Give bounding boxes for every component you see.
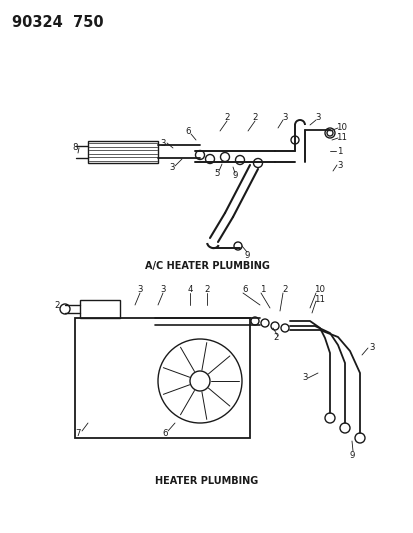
Text: 2: 2 [224, 114, 229, 123]
Text: 3: 3 [314, 112, 320, 122]
Text: 5: 5 [214, 168, 219, 177]
Text: 9: 9 [232, 172, 237, 181]
Text: 6: 6 [242, 286, 247, 295]
Text: 7: 7 [75, 429, 81, 438]
Circle shape [290, 136, 298, 144]
Text: 1: 1 [260, 286, 265, 295]
Circle shape [324, 128, 334, 138]
Circle shape [220, 152, 229, 161]
Text: 3: 3 [337, 160, 342, 169]
Text: 2: 2 [252, 114, 257, 123]
Circle shape [280, 324, 288, 332]
Text: 6: 6 [185, 126, 190, 135]
Text: 3: 3 [368, 343, 374, 352]
Text: 11: 11 [314, 295, 325, 304]
Circle shape [250, 317, 259, 325]
Text: 3: 3 [169, 164, 174, 173]
Circle shape [354, 433, 364, 443]
Text: 10: 10 [314, 286, 325, 295]
Circle shape [205, 155, 214, 164]
Circle shape [339, 423, 349, 433]
Text: 8: 8 [72, 143, 78, 152]
Circle shape [60, 304, 70, 314]
Text: 2: 2 [282, 286, 287, 295]
Circle shape [195, 150, 204, 159]
Text: 2: 2 [204, 286, 209, 295]
Text: 10: 10 [336, 124, 347, 133]
Text: A/C HEATER PLUMBING: A/C HEATER PLUMBING [144, 261, 269, 271]
Text: 6: 6 [162, 429, 167, 438]
Text: 11: 11 [336, 133, 347, 142]
Circle shape [253, 158, 262, 167]
Text: 3: 3 [282, 112, 287, 122]
Circle shape [235, 156, 244, 165]
Text: 1: 1 [337, 147, 342, 156]
Circle shape [260, 319, 268, 327]
Circle shape [271, 322, 278, 330]
Circle shape [324, 413, 334, 423]
Text: 3: 3 [137, 286, 142, 295]
Text: 9: 9 [349, 450, 354, 459]
Text: 2: 2 [54, 301, 59, 310]
Text: 90324  750: 90324 750 [12, 15, 103, 30]
Text: 3: 3 [301, 374, 307, 383]
Text: 2: 2 [273, 334, 278, 343]
Text: 3: 3 [160, 139, 165, 148]
Text: 9: 9 [244, 251, 249, 260]
Circle shape [233, 242, 242, 250]
Text: 3: 3 [160, 286, 165, 295]
Text: HEATER PLUMBING: HEATER PLUMBING [155, 476, 258, 486]
Text: 4: 4 [187, 286, 192, 295]
